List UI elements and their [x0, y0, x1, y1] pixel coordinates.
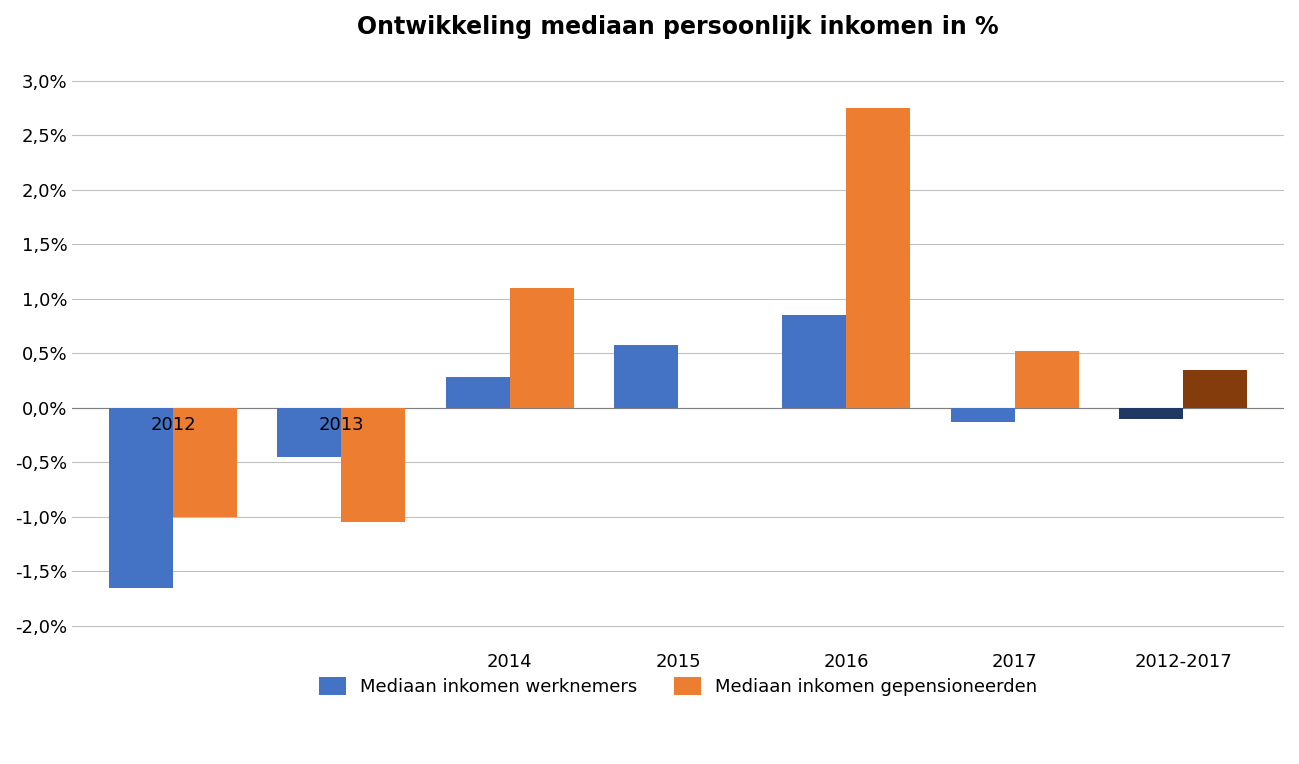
Text: 2012: 2012 — [151, 416, 196, 435]
Text: 2012-2017: 2012-2017 — [1134, 653, 1231, 671]
Bar — [173, 408, 236, 516]
Text: 2013: 2013 — [318, 416, 364, 435]
Title: Ontwikkeling mediaan persoonlijk inkomen in %: Ontwikkeling mediaan persoonlijk inkomen… — [357, 15, 999, 39]
Text: 2015: 2015 — [655, 653, 701, 671]
Bar — [278, 408, 342, 457]
Bar — [1183, 370, 1247, 408]
Bar — [509, 288, 574, 408]
Bar — [782, 315, 847, 408]
Bar — [1015, 351, 1078, 408]
Bar — [951, 408, 1015, 422]
Text: 2017: 2017 — [992, 653, 1038, 671]
Bar — [446, 377, 509, 408]
Text: 2016: 2016 — [824, 653, 869, 671]
Legend: Mediaan inkomen werknemers, Mediaan inkomen gepensioneerden: Mediaan inkomen werknemers, Mediaan inko… — [312, 669, 1044, 703]
Bar — [614, 345, 678, 408]
Bar — [847, 108, 911, 408]
Bar — [109, 408, 173, 588]
Text: 2014: 2014 — [487, 653, 533, 671]
Bar — [342, 408, 405, 522]
Bar — [1118, 408, 1183, 419]
